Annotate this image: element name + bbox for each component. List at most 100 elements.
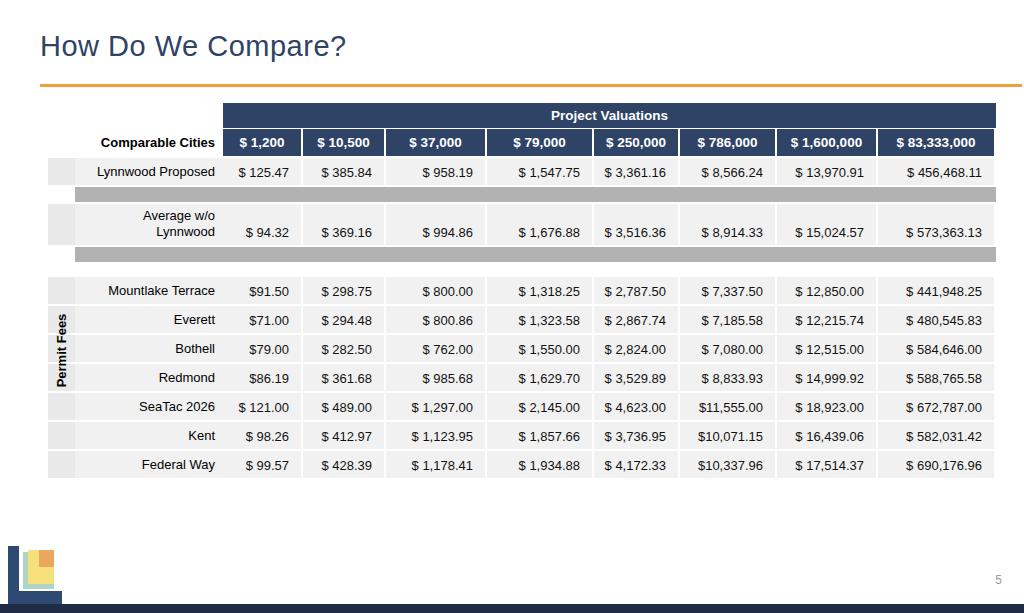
page-number: 5 [995, 573, 1002, 587]
comparable-cities-label: Comparable Cities [48, 129, 223, 156]
fee-value-cell: $ 12,850.00 [777, 277, 878, 304]
side-strip [48, 204, 75, 245]
fee-value-cell: $ 582,031.42 [878, 422, 996, 449]
fee-value-cell: $ 12,215.74 [777, 306, 878, 333]
fee-value-cell: $ 7,337.50 [680, 277, 777, 304]
fee-value-cell: $ 98.26 [223, 422, 303, 449]
side-strip [48, 158, 75, 185]
fee-value-cell: $11,555.00 [680, 393, 777, 420]
table-row: SeaTac 2026$ 121.00$ 489.00$ 1,297.00$ 2… [48, 393, 996, 420]
fee-value-cell: $ 800.86 [386, 306, 487, 333]
fee-value-cell: $ 12,515.00 [777, 335, 878, 362]
fee-value-cell: $ 1,547.75 [487, 158, 594, 185]
separator-row [48, 247, 996, 262]
fee-value-cell: $91.50 [223, 277, 303, 304]
fee-value-cell: $ 7,080.00 [680, 335, 777, 362]
fee-value-cell: $ 282.50 [303, 335, 386, 362]
fee-value-cell: $ 94.32 [223, 204, 303, 245]
valuation-column-header: $ 1,600,000 [777, 129, 878, 156]
fee-value-cell: $ 1,178.41 [386, 451, 487, 478]
table-row: Federal Way$ 99.57$ 428.39$ 1,178.41$ 1,… [48, 451, 996, 478]
row-label: Mountlake Terrace [75, 277, 223, 304]
side-strip [48, 422, 75, 449]
valuation-column-header: $ 37,000 [386, 129, 487, 156]
logo-teal-shape [23, 584, 54, 589]
logo-navy-shape [8, 591, 62, 604]
fee-value-cell: $ 298.75 [303, 277, 386, 304]
fee-value-cell: $ 573,363.13 [878, 204, 996, 245]
fee-value-cell: $71.00 [223, 306, 303, 333]
fee-value-cell: $ 99.57 [223, 451, 303, 478]
permit-fees-axis-label: Permit Fees [48, 280, 75, 420]
fee-value-cell: $ 762.00 [386, 335, 487, 362]
fee-value-cell: $ 1,123.95 [386, 422, 487, 449]
table-row: Everett$71.00$ 294.48$ 800.86$ 1,323.58$… [48, 306, 996, 333]
fee-value-cell: $ 369.16 [303, 204, 386, 245]
lynnwood-logo [8, 546, 62, 604]
valuation-column-header: $ 79,000 [487, 129, 594, 156]
table-group-header-row: Project Valuations [48, 103, 996, 129]
fee-value-cell: $ 3,736.95 [594, 422, 680, 449]
fee-value-cell: $ 13,970.91 [777, 158, 878, 185]
fee-value-cell: $ 1,676.88 [487, 204, 594, 245]
table-row: Kent$ 98.26$ 412.97$ 1,123.95$ 1,857.66$… [48, 422, 996, 449]
row-label: Average w/o Lynnwood [75, 204, 223, 245]
valuation-column-headers: $ 1,200$ 10,500$ 37,000$ 79,000$ 250,000… [223, 129, 996, 156]
fee-value-cell: $ 3,361.16 [594, 158, 680, 185]
valuation-column-header: $ 786,000 [680, 129, 777, 156]
fee-value-cell: $ 2,824.00 [594, 335, 680, 362]
fee-value-cell: $10,337.96 [680, 451, 777, 478]
table-row: Bothell$79.00$ 282.50$ 762.00$ 1,550.00$… [48, 335, 996, 362]
spacer-row [48, 264, 996, 277]
fee-value-cell: $ 1,323.58 [487, 306, 594, 333]
fee-value-cell: $ 15,024.57 [777, 204, 878, 245]
fee-value-cell: $ 588,765.58 [878, 364, 996, 391]
fee-value-cell: $ 3,529.89 [594, 364, 680, 391]
fee-value-cell: $ 18,923.00 [777, 393, 878, 420]
header-spacer [48, 103, 223, 129]
fee-value-cell: $79.00 [223, 335, 303, 362]
fee-value-cell: $ 994.86 [386, 204, 487, 245]
slide-title: How Do We Compare? [40, 30, 347, 63]
fee-value-cell: $ 428.39 [303, 451, 386, 478]
fee-value-cell: $ 441,948.25 [878, 277, 996, 304]
fee-value-cell: $ 412.97 [303, 422, 386, 449]
row-label: Kent [75, 422, 223, 449]
slide: How Do We Compare? Project Valuations Co… [0, 0, 1024, 613]
fee-value-cell: $ 985.68 [386, 364, 487, 391]
title-underline [40, 84, 1022, 87]
fee-value-cell: $ 1,934.88 [487, 451, 594, 478]
side-strip [48, 187, 75, 202]
fee-value-cell: $ 1,318.25 [487, 277, 594, 304]
row-label: Lynnwood Proposed [75, 158, 223, 185]
fee-value-cell: $ 480,545.83 [878, 306, 996, 333]
comparison-table: Project Valuations Comparable Cities $ 1… [48, 103, 996, 480]
table-row: Lynnwood Proposed$ 125.47$ 385.84$ 958.1… [48, 158, 996, 185]
fee-value-cell: $ 2,145.00 [487, 393, 594, 420]
fee-value-cell: $ 2,787.50 [594, 277, 680, 304]
valuation-column-header: $ 83,333,000 [878, 129, 996, 156]
valuation-column-header: $ 250,000 [594, 129, 680, 156]
fee-value-cell: $10,071.15 [680, 422, 777, 449]
fee-value-cell: $ 1,550.00 [487, 335, 594, 362]
table-row: Average w/o Lynnwood$ 94.32$ 369.16$ 994… [48, 204, 996, 245]
fee-value-cell: $ 361.68 [303, 364, 386, 391]
fee-value-cell: $ 125.47 [223, 158, 303, 185]
fee-value-cell: $ 672,787.00 [878, 393, 996, 420]
table-row: Mountlake Terrace$91.50$ 298.75$ 800.00$… [48, 277, 996, 304]
separator-bar [75, 187, 996, 202]
row-label: Redmond [75, 364, 223, 391]
valuation-column-header: $ 1,200 [223, 129, 303, 156]
fee-value-cell: $ 8,566.24 [680, 158, 777, 185]
fee-value-cell: $ 16,439.06 [777, 422, 878, 449]
valuation-column-header: $ 10,500 [303, 129, 386, 156]
fee-value-cell: $ 3,516.36 [594, 204, 680, 245]
fee-value-cell: $ 584,646.00 [878, 335, 996, 362]
fee-value-cell: $ 121.00 [223, 393, 303, 420]
fee-value-cell: $ 4,623.00 [594, 393, 680, 420]
fee-value-cell: $ 385.84 [303, 158, 386, 185]
fee-value-cell: $ 1,629.70 [487, 364, 594, 391]
bottom-bar [0, 604, 1024, 613]
fee-value-cell: $ 14,999.92 [777, 364, 878, 391]
fee-value-cell: $ 17,514.37 [777, 451, 878, 478]
